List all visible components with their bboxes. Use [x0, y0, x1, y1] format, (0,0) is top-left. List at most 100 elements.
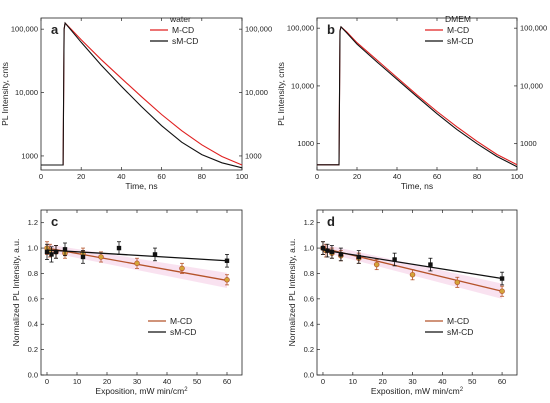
y-tick-label: 0.0 [304, 371, 314, 380]
data-point [454, 279, 461, 286]
x-axis-label-sup: 2 [184, 387, 188, 393]
y-tick-label-right: 1000 [520, 139, 537, 148]
x-tick-label: 80 [473, 172, 481, 181]
y-tick-label: 1.2 [304, 218, 314, 227]
panel-label: d [327, 214, 335, 229]
data-point [356, 254, 361, 260]
y-tick-label-right: 10,000 [245, 88, 268, 97]
legend-label: M-CD [172, 25, 194, 35]
data-point [116, 245, 122, 251]
legend-label: sM-CD [447, 327, 473, 337]
y-axis-label: PL Intensity, cnts [276, 62, 286, 126]
x-tick-label: 0 [315, 172, 319, 181]
y-tick-label: 0.0 [28, 371, 38, 380]
x-tick-label: 0 [321, 377, 325, 386]
legend-label: M-CD [447, 316, 469, 326]
y-tick-label: 100,000 [287, 24, 314, 33]
x-tick-label: 30 [133, 377, 141, 386]
data-point [224, 277, 230, 283]
data-point [98, 254, 104, 260]
series-line-sm-cd [41, 21, 243, 169]
data-point [49, 252, 54, 257]
panel-d: 0 10 20 30 40 50 60 0.0 0.2 0.4 0.6 0.8 1.0 1.2 Exposi… [287, 209, 518, 396]
x-tick-label: 80 [198, 172, 206, 181]
y-tick-label: 0.6 [28, 294, 38, 303]
x-tick-label: 50 [193, 377, 201, 386]
x-tick-label: 20 [378, 377, 386, 386]
data-point [499, 288, 505, 294]
x-tick-label: 60 [498, 377, 506, 386]
plot-frame [316, 209, 518, 376]
y-tick-label: 1.2 [28, 218, 38, 227]
x-tick-label: 10 [73, 377, 81, 386]
x-tick-label: 40 [393, 172, 401, 181]
series-line-sm-cd [317, 25, 518, 168]
y-tick-label: 1.0 [28, 244, 38, 253]
x-tick-label: 100 [236, 172, 249, 181]
legend-label: sM-CD [172, 36, 198, 46]
data-point [428, 262, 433, 267]
panel-label: c [51, 214, 58, 229]
data-point [44, 249, 50, 255]
x-axis-label: Exposition, mW min/cm2 [95, 386, 188, 396]
y-tick-label-right: 100,000 [520, 24, 547, 33]
data-point [62, 247, 68, 252]
data-point [320, 245, 326, 251]
y-axis-label: Normalized PL Intensity, a.u. [11, 239, 21, 347]
y-tick-label: 0.2 [28, 345, 38, 354]
y-axis-label: PL Intensity, cnts [0, 62, 10, 126]
legend-title: DMEM [445, 14, 471, 24]
panel-b: 0 20 40 60 80 100 1000 10,000 100,000 1000 10,000 1… [276, 14, 547, 191]
plot-frame [40, 17, 243, 171]
legend-label: sM-CD [447, 36, 473, 46]
y-tick-label: 1.0 [304, 244, 314, 253]
data-point [152, 252, 158, 257]
x-tick-label: 60 [433, 172, 441, 181]
y-tick-label: 1000 [297, 139, 314, 148]
y-tick-label: 0.2 [304, 345, 314, 354]
panel-c: 0 10 20 30 40 50 60 0.0 0.2 0.4 0.6 0.8 1.0 1.2 Exposi… [11, 209, 243, 396]
x-tick-label: 60 [157, 172, 165, 181]
y-tick-label: 10,000 [291, 81, 314, 90]
y-tick-label: 100,000 [11, 25, 38, 34]
y-tick-label: 0.6 [304, 294, 314, 303]
x-tick-label: 20 [77, 172, 85, 181]
data-point [325, 248, 330, 253]
data-point [134, 260, 140, 267]
legend-label: M-CD [447, 25, 469, 35]
panel-label: b [327, 22, 335, 37]
y-tick-label: 10,000 [15, 88, 38, 97]
x-tick-label: 10 [349, 377, 357, 386]
x-tick-label: 20 [353, 172, 361, 181]
y-tick-label: 0.8 [28, 269, 38, 278]
legend-label: sM-CD [170, 327, 196, 337]
x-tick-label: 0 [39, 172, 43, 181]
x-axis-label: Time, ns [125, 181, 157, 191]
x-tick-label: 30 [408, 377, 416, 386]
y-axis-label: Normalized PL Intensity, a.u. [287, 239, 297, 347]
y-tick-label-right: 1000 [245, 151, 262, 160]
data-point [373, 261, 380, 268]
y-tick-label: 0.4 [304, 320, 314, 329]
x-tick-label: 0 [45, 377, 49, 386]
data-point [53, 249, 59, 255]
data-point [499, 276, 505, 281]
data-point [409, 271, 416, 278]
x-axis-label: Time, ns [401, 181, 433, 191]
series-line-m-cd [41, 21, 243, 166]
legend-label: M-CD [170, 316, 192, 326]
series-line-m-cd [317, 25, 518, 166]
data-point [80, 254, 86, 260]
x-tick-label: 20 [103, 377, 111, 386]
x-tick-label: 50 [468, 377, 476, 386]
data-point [179, 265, 185, 272]
panel-label: a [51, 22, 59, 37]
y-tick-label: 0.8 [304, 269, 314, 278]
x-tick-label: 40 [163, 377, 171, 386]
data-point [338, 252, 344, 257]
y-tick-label: 1000 [21, 151, 38, 160]
